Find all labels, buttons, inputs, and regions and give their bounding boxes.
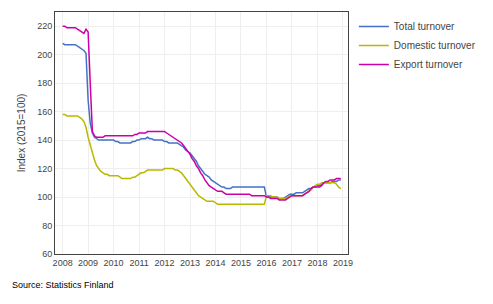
svg-text:2019: 2019 <box>333 258 353 268</box>
svg-text:Total turnover: Total turnover <box>394 21 455 32</box>
svg-text:200: 200 <box>37 50 52 60</box>
svg-text:2008: 2008 <box>53 258 73 268</box>
svg-text:2014: 2014 <box>205 258 225 268</box>
svg-text:100: 100 <box>37 192 52 202</box>
svg-text:2012: 2012 <box>155 258 175 268</box>
svg-text:2016: 2016 <box>256 258 276 268</box>
svg-text:2010: 2010 <box>104 258 124 268</box>
svg-text:2015: 2015 <box>231 258 251 268</box>
svg-text:2009: 2009 <box>78 258 98 268</box>
svg-text:80: 80 <box>42 221 52 231</box>
svg-text:Domestic turnover: Domestic turnover <box>394 40 476 51</box>
svg-text:160: 160 <box>37 107 52 117</box>
svg-text:Export turnover: Export turnover <box>394 59 463 70</box>
svg-text:Source: Statistics Finland: Source: Statistics Finland <box>12 280 114 290</box>
svg-text:120: 120 <box>37 164 52 174</box>
svg-text:140: 140 <box>37 135 52 145</box>
svg-text:2018: 2018 <box>307 258 327 268</box>
svg-text:2013: 2013 <box>180 258 200 268</box>
svg-text:2011: 2011 <box>129 258 148 268</box>
svg-text:60: 60 <box>42 249 52 259</box>
svg-text:Index (2015=100): Index (2015=100) <box>16 94 27 173</box>
svg-text:2017: 2017 <box>282 258 302 268</box>
svg-text:180: 180 <box>37 78 52 88</box>
svg-text:220: 220 <box>37 21 52 31</box>
